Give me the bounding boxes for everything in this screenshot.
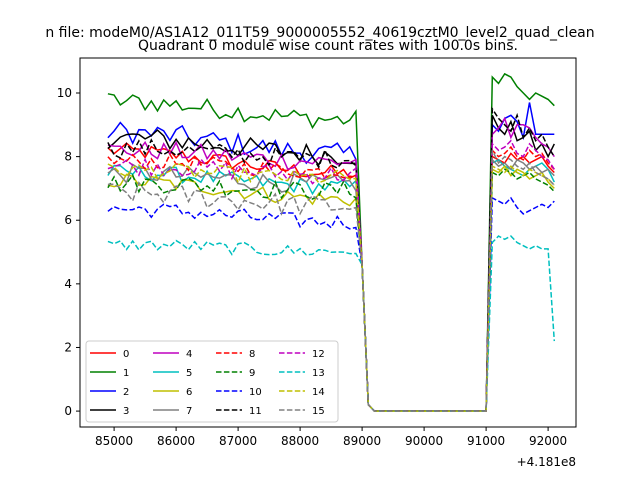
figure-suptitle: n file: modeM0/AS1A12_011T59_9000005552_… bbox=[45, 25, 594, 41]
legend-label-0: 0 bbox=[123, 349, 129, 360]
y-axis: 0 2 4 6 8 10 bbox=[57, 86, 80, 418]
y-tick-label: 2 bbox=[64, 340, 72, 354]
legend-box bbox=[85, 340, 339, 423]
plot-lines bbox=[107, 72, 556, 412]
y-tick-label: 10 bbox=[57, 86, 72, 100]
legend-label-8: 8 bbox=[249, 349, 255, 360]
y-tick-label: 4 bbox=[64, 277, 72, 291]
x-tick-label: 85000 bbox=[95, 434, 133, 448]
axes-frame bbox=[79, 57, 577, 428]
legend-label-2: 2 bbox=[123, 387, 129, 398]
x-tick-label: 90000 bbox=[405, 434, 443, 448]
legend-label-5: 5 bbox=[186, 368, 192, 379]
x-tick-label: 89000 bbox=[343, 434, 381, 448]
legend-label-6: 6 bbox=[186, 387, 192, 398]
legend-label-14: 14 bbox=[312, 387, 325, 398]
legend-label-11: 11 bbox=[249, 406, 262, 417]
x-tick-label: 86000 bbox=[157, 434, 195, 448]
x-tick-label: 92000 bbox=[529, 434, 567, 448]
series-line-12 bbox=[107, 139, 555, 412]
legend-label-13: 13 bbox=[312, 368, 325, 379]
legend-label-10: 10 bbox=[249, 387, 262, 398]
legend-label-1: 1 bbox=[123, 368, 129, 379]
series-line-14 bbox=[107, 162, 555, 412]
legend-label-9: 9 bbox=[249, 368, 255, 379]
legend-label-15: 15 bbox=[312, 406, 325, 417]
legend-label-4: 4 bbox=[186, 349, 192, 360]
y-tick-label: 0 bbox=[64, 404, 72, 418]
x-tick-label: 91000 bbox=[467, 434, 505, 448]
x-axis: 85000 86000 87000 88000 89000 90000 91000 92000 bbox=[95, 427, 567, 448]
x-tick-label: 87000 bbox=[219, 434, 257, 448]
x-tick-label: 88000 bbox=[281, 434, 319, 448]
legend-label-12: 12 bbox=[312, 349, 325, 360]
legend-label-3: 3 bbox=[123, 406, 129, 417]
y-tick-label: 6 bbox=[64, 213, 72, 227]
series-line-15 bbox=[107, 149, 555, 412]
x-offset-text: +4.181e8 bbox=[517, 455, 576, 469]
legend-label-7: 7 bbox=[186, 406, 192, 417]
y-tick-label: 8 bbox=[64, 150, 72, 164]
chart-title: Quadrant 0 module wise count rates with … bbox=[138, 38, 518, 54]
